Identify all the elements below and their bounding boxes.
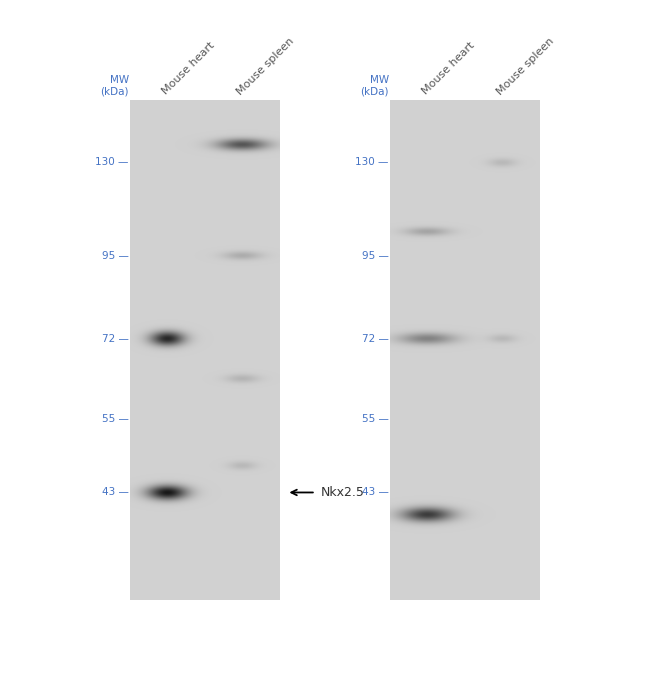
Text: 72 —: 72 — (102, 333, 129, 344)
Text: Nkx2.5: Nkx2.5 (320, 486, 364, 499)
Text: 72 —: 72 — (362, 333, 389, 344)
Text: Mouse heart: Mouse heart (161, 40, 216, 96)
Text: 43 —: 43 — (362, 488, 389, 498)
Text: MW
(kDa): MW (kDa) (360, 75, 389, 96)
Text: 95 —: 95 — (102, 251, 129, 261)
Text: 55 —: 55 — (362, 414, 389, 424)
Text: MW
(kDa): MW (kDa) (100, 75, 129, 96)
Text: 55 —: 55 — (102, 414, 129, 424)
Text: Mouse heart: Mouse heart (421, 40, 476, 96)
Text: 130 —: 130 — (96, 157, 129, 167)
Text: Mouse spleen: Mouse spleen (495, 35, 556, 96)
Text: Mouse spleen: Mouse spleen (235, 35, 296, 96)
Text: 43 —: 43 — (102, 488, 129, 498)
Text: 130 —: 130 — (356, 157, 389, 167)
Text: 95 —: 95 — (362, 251, 389, 261)
